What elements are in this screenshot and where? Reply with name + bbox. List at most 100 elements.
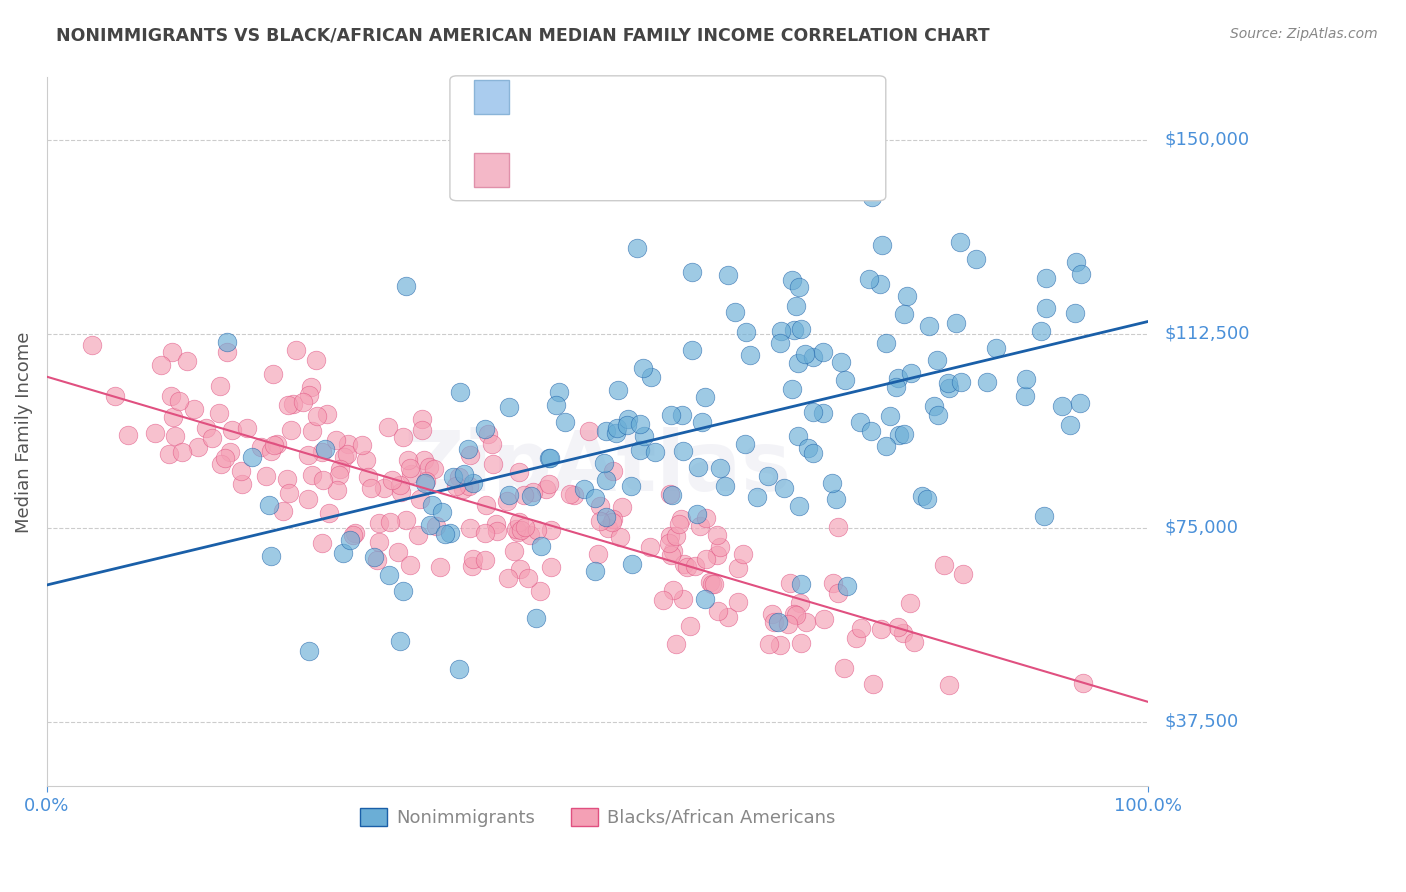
Blacks/African Americans (396, 452, 419, 467)
Blacks/African Americans (952, 567, 974, 582)
Blacks/African Americans (162, 410, 184, 425)
Nonimmigrants (860, 190, 883, 204)
Nonimmigrants (672, 444, 695, 458)
Blacks/African Americans (378, 515, 401, 529)
Nonimmigrants (620, 557, 643, 571)
Blacks/African Americans (451, 482, 474, 496)
Blacks/African Americans (399, 467, 422, 481)
Nonimmigrants (681, 265, 703, 279)
Blacks/African Americans (412, 453, 434, 467)
Blacks/African Americans (429, 560, 451, 574)
Blacks/African Americans (172, 445, 194, 459)
Nonimmigrants (432, 505, 454, 519)
Blacks/African Americans (602, 464, 624, 478)
Blacks/African Americans (679, 618, 702, 632)
Blacks/African Americans (762, 615, 785, 629)
Blacks/African Americans (794, 615, 817, 629)
Blacks/African Americans (283, 396, 305, 410)
Nonimmigrants (875, 336, 897, 351)
Blacks/African Americans (392, 430, 415, 444)
Nonimmigrants (391, 584, 413, 599)
Blacks/African Americans (700, 577, 723, 591)
Blacks/African Americans (354, 452, 377, 467)
Nonimmigrants (433, 526, 456, 541)
Text: $112,500: $112,500 (1166, 325, 1250, 343)
Nonimmigrants (825, 491, 848, 506)
Nonimmigrants (616, 418, 638, 433)
Nonimmigrants (782, 273, 804, 287)
Blacks/African Americans (381, 473, 404, 487)
Blacks/African Americans (425, 519, 447, 533)
Blacks/African Americans (221, 423, 243, 437)
Blacks/African Americans (262, 368, 284, 382)
Blacks/African Americans (285, 343, 308, 358)
Blacks/African Americans (662, 544, 685, 558)
Blacks/African Americans (526, 523, 548, 537)
Nonimmigrants (886, 371, 908, 385)
Nonimmigrants (858, 272, 880, 286)
Blacks/African Americans (506, 524, 529, 539)
Nonimmigrants (893, 307, 915, 321)
Nonimmigrants (695, 591, 717, 606)
Nonimmigrants (945, 316, 967, 330)
Nonimmigrants (830, 355, 852, 369)
Nonimmigrants (463, 475, 485, 490)
Nonimmigrants (811, 345, 834, 359)
Nonimmigrants (1033, 508, 1056, 523)
Blacks/African Americans (460, 559, 482, 574)
Nonimmigrants (616, 411, 638, 425)
Blacks/African Americans (640, 541, 662, 555)
Blacks/African Americans (706, 528, 728, 542)
Blacks/African Americans (508, 515, 530, 529)
Nonimmigrants (896, 289, 918, 303)
Blacks/African Americans (659, 548, 682, 562)
Blacks/African Americans (474, 553, 496, 567)
Blacks/African Americans (578, 424, 600, 438)
Blacks/African Americans (827, 586, 849, 600)
Blacks/African Americans (689, 518, 711, 533)
Blacks/African Americans (176, 354, 198, 368)
Blacks/African Americans (508, 465, 530, 479)
Blacks/African Americans (117, 428, 139, 442)
Nonimmigrants (260, 549, 283, 563)
Blacks/African Americans (157, 447, 180, 461)
Blacks/African Americans (891, 626, 914, 640)
Blacks/African Americans (301, 425, 323, 439)
Blacks/African Americans (779, 575, 801, 590)
Nonimmigrants (537, 450, 560, 465)
Nonimmigrants (780, 382, 803, 396)
Text: 200: 200 (706, 161, 755, 180)
Blacks/African Americans (389, 478, 412, 492)
Blacks/African Americans (278, 485, 301, 500)
Nonimmigrants (734, 437, 756, 451)
Nonimmigrants (585, 491, 607, 505)
Blacks/African Americans (495, 494, 517, 508)
Blacks/African Americans (727, 595, 749, 609)
Blacks/African Americans (665, 529, 688, 543)
Blacks/African Americans (785, 607, 807, 622)
Nonimmigrants (439, 526, 461, 541)
Nonimmigrants (735, 325, 758, 339)
Nonimmigrants (796, 441, 818, 455)
Nonimmigrants (709, 460, 731, 475)
Blacks/African Americans (163, 429, 186, 443)
Blacks/African Americans (209, 378, 232, 392)
Nonimmigrants (240, 450, 263, 464)
Blacks/African Americans (366, 553, 388, 567)
Nonimmigrants (520, 489, 543, 503)
Text: Source: ZipAtlas.com: Source: ZipAtlas.com (1230, 27, 1378, 41)
Blacks/African Americans (160, 389, 183, 403)
Blacks/African Americans (903, 635, 925, 649)
Nonimmigrants (917, 319, 939, 334)
Blacks/African Americans (588, 547, 610, 561)
Blacks/African Americans (513, 520, 536, 534)
Blacks/African Americans (783, 607, 806, 621)
Nonimmigrants (378, 568, 401, 582)
Blacks/African Americans (336, 447, 359, 461)
Nonimmigrants (786, 429, 808, 443)
Nonimmigrants (724, 305, 747, 319)
Blacks/African Americans (699, 575, 721, 590)
Blacks/African Americans (229, 464, 252, 478)
Nonimmigrants (801, 350, 824, 364)
Blacks/African Americans (502, 544, 524, 558)
